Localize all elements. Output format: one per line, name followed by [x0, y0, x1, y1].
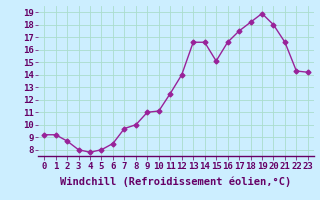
X-axis label: Windchill (Refroidissement éolien,°C): Windchill (Refroidissement éolien,°C)	[60, 176, 292, 187]
